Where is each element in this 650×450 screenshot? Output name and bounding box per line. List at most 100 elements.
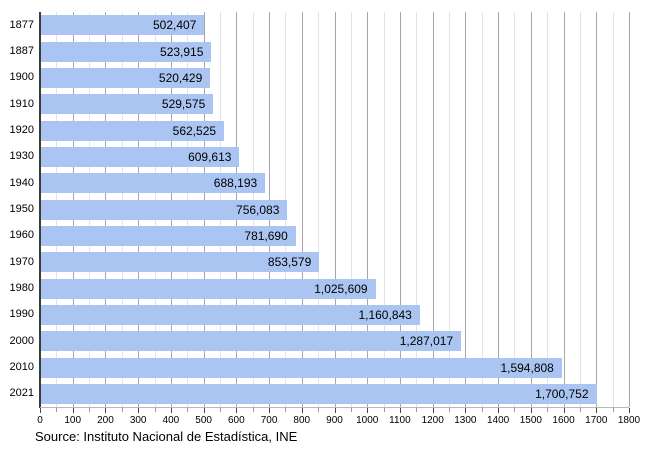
major-gridline [432,12,434,407]
minor-gridline [612,12,614,407]
x-axis-tick-label: 1800 [617,415,641,426]
bar-value-label: 562,525 [172,123,217,138]
bar-value-label: 1,160,843 [358,307,412,322]
x-major-tick [530,408,532,413]
x-axis-tick-label: 1600 [552,415,575,426]
bar-2021: 1,700,752 [41,383,597,404]
x-minor-tick [579,408,581,412]
x-major-tick [629,408,630,413]
y-axis-label-2021: 2021 [9,387,34,400]
y-axis-label-2000: 2000 [9,334,34,347]
x-major-tick [105,408,107,413]
major-gridline [465,12,467,407]
x-major-tick [170,408,172,413]
x-minor-tick [285,408,287,412]
y-axis-label-1940: 1940 [9,176,34,189]
x-axis-tick-label: 100 [64,415,82,426]
x-major-tick [334,408,336,413]
bar-1950: 756,083 [41,199,288,220]
minor-gridline [514,12,516,407]
bar-1980: 1,025,609 [41,278,376,299]
x-axis-tick-label: 900 [326,415,343,426]
x-minor-tick [481,408,483,412]
x-minor-tick [154,408,156,412]
x-major-tick [138,408,140,413]
source-caption: Source: Instituto Nacional de Estadístic… [35,429,298,444]
y-axis-label-1887: 1887 [9,45,34,57]
x-axis-tick-label: 1500 [519,415,542,426]
bar-value-label: 756,083 [236,202,280,217]
minor-gridline [318,12,320,407]
major-gridline [596,12,598,407]
bar-value-label: 523,915 [160,44,204,59]
x-minor-tick [612,408,614,412]
x-axis-tick-label: 0 [37,415,43,426]
bar-1940: 688,193 [41,173,266,194]
major-gridline [563,12,565,407]
x-axis-tick-label: 1400 [486,415,510,426]
y-axis-label-1990: 1990 [9,308,34,321]
bar-value-label: 502,407 [153,18,197,33]
bar-value-label: 1,594,808 [500,360,554,375]
y-axis-line [39,12,41,408]
bar-1930: 609,613 [41,146,240,167]
x-axis-tick-label: 500 [195,415,212,426]
bar-value-label: 781,690 [244,228,288,243]
x-minor-tick [514,408,516,412]
bar-value-label: 688,193 [213,176,258,191]
x-major-tick [596,408,598,413]
major-gridline [334,12,336,407]
y-axis-label-1877: 1877 [9,18,34,31]
x-axis-tick-label: 1700 [585,415,608,426]
y-axis-label-2010: 2010 [9,361,34,373]
x-major-tick [203,408,205,413]
bar-1960: 781,690 [41,225,296,246]
x-axis-tick-label: 800 [293,415,311,426]
x-axis-tick-label: 700 [260,415,278,426]
x-axis-tick-label: 400 [162,415,180,426]
x-major-tick [563,408,565,413]
x-minor-tick [252,408,254,412]
bar-2000: 1,287,017 [41,331,462,352]
bar-2010: 1,594,808 [41,357,562,378]
x-minor-tick [121,408,123,412]
bar-value-label: 520,429 [158,70,203,85]
bar-1910: 529,575 [41,94,214,115]
x-major-tick [367,408,369,413]
minor-gridline [350,12,352,407]
minor-gridline [579,12,581,407]
x-minor-tick [318,408,320,412]
x-major-tick [432,408,434,413]
x-major-tick [269,408,271,413]
minor-gridline [416,12,418,407]
bar-1900: 520,429 [41,67,211,88]
x-axis-tick-label: 200 [97,415,114,426]
x-axis-tick-label: 1000 [356,415,379,426]
bar-value-label: 1,025,609 [314,281,368,296]
x-axis-tick-label: 1100 [389,415,411,426]
y-axis-label-1900: 1900 [9,71,34,84]
x-major-tick [399,408,401,413]
major-gridline [301,12,303,407]
x-axis-line [40,407,629,408]
x-major-tick [465,408,467,413]
x-minor-tick [187,408,189,412]
bar-value-label: 1,700,752 [535,386,589,401]
y-axis-label-1910: 1910 [9,97,34,110]
x-minor-tick [449,408,451,412]
bar-value-label: 1,287,017 [399,334,454,349]
bar-value-label: 529,575 [161,97,206,112]
major-gridline [629,12,630,407]
x-axis-tick-label: 1200 [421,415,444,426]
x-axis-tick-label: 300 [129,415,147,426]
bar-value-label: 853,579 [267,255,312,270]
x-minor-tick [219,408,221,412]
x-major-tick [301,408,303,413]
x-minor-tick [350,408,352,412]
bar-1877: 502,407 [41,15,205,36]
bar-1970: 853,579 [41,252,320,273]
minor-gridline [481,12,483,407]
bar-value-label: 609,613 [188,149,232,164]
x-axis-tick-label: 1300 [454,415,477,426]
